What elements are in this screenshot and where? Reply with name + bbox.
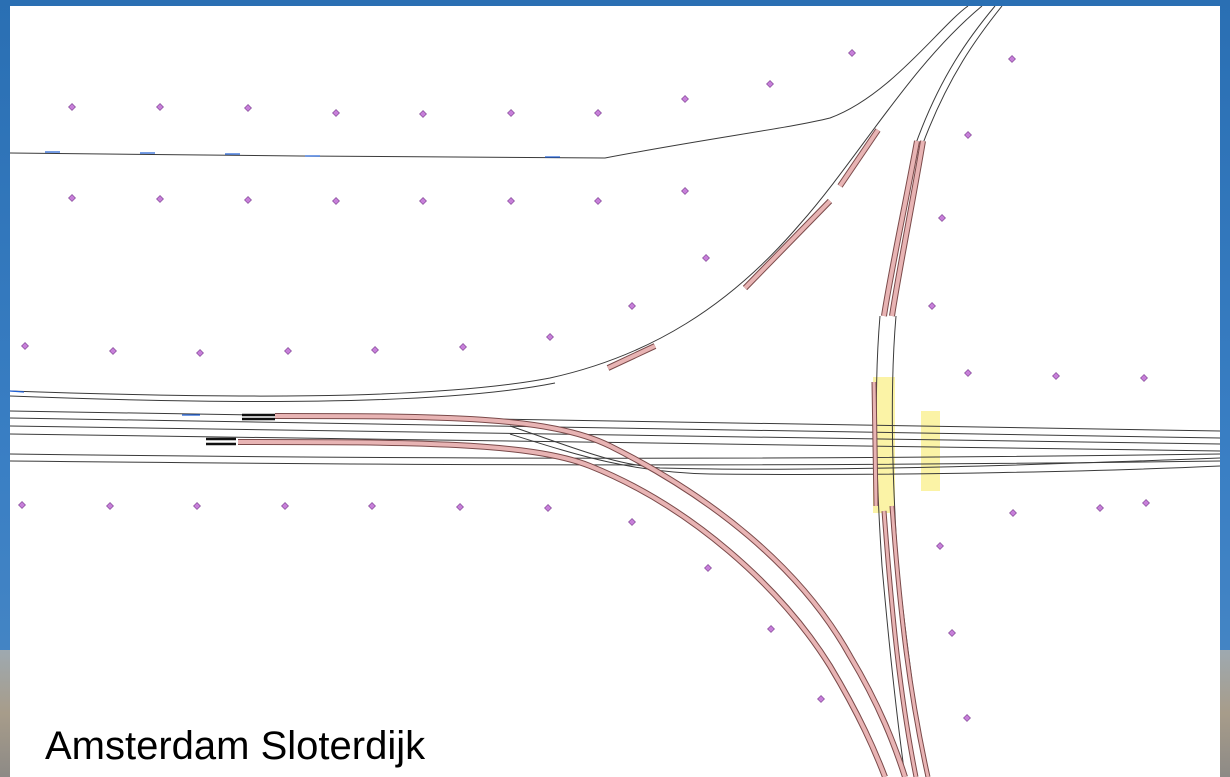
track-ns-west <box>875 315 906 777</box>
pink-track-diag-2 <box>743 199 832 290</box>
diamond-marker-icon <box>18 501 26 509</box>
pink-track-ns-a <box>882 140 919 317</box>
track-main-6 <box>10 460 1220 466</box>
diamond-marker-icon <box>1140 374 1148 382</box>
diamond-marker-icon <box>704 564 712 572</box>
pink-track-ns-lower-c <box>882 510 918 777</box>
diamond-marker-icon <box>1096 504 1104 512</box>
diamond-marker-icon <box>681 95 689 103</box>
pink-track-ns-lower-a <box>872 381 878 507</box>
diamond-marker-icon <box>1009 509 1017 517</box>
diamond-marker-icon <box>368 502 376 510</box>
diamond-marker-icon <box>196 349 204 357</box>
pink-track-diag-1 <box>838 128 880 188</box>
diamond-marker-icon <box>156 195 164 203</box>
diamond-marker-icon <box>456 503 464 511</box>
diamond-marker-icon <box>332 197 340 205</box>
diamond-marker-icon <box>766 80 774 88</box>
diamond-marker-icon <box>767 625 775 633</box>
diamond-marker-icon <box>419 110 427 118</box>
diamond-marker-icon <box>507 197 515 205</box>
track-main-5 <box>10 453 1220 459</box>
diamond-marker-icon <box>332 109 340 117</box>
blue-marker-6 <box>10 390 25 393</box>
pink-track-ns-b <box>890 140 925 317</box>
diamond-marker-icon <box>681 187 689 195</box>
diamond-marker-icon <box>546 333 554 341</box>
track-curve-north <box>10 6 983 397</box>
diamond-marker-icon <box>109 347 117 355</box>
diamond-marker-icon <box>964 131 972 139</box>
track-north-branch <box>914 6 996 147</box>
diamond-marker-icon <box>938 214 946 222</box>
marker-group <box>18 49 1150 722</box>
diamond-marker-icon <box>817 695 825 703</box>
diamond-marker-icon <box>507 109 515 117</box>
diamond-marker-icon <box>936 542 944 550</box>
track-upper <box>10 6 969 159</box>
diamond-marker-icon <box>1008 55 1016 63</box>
diamond-marker-icon <box>371 346 379 354</box>
diamond-marker-icon <box>419 197 427 205</box>
diamond-marker-icon <box>1052 372 1060 380</box>
track-north-branch-2 <box>921 6 1003 147</box>
track-layout-svg <box>10 6 1220 777</box>
diamond-marker-icon <box>594 109 602 117</box>
diamond-marker-icon <box>281 502 289 510</box>
diamond-marker-icon <box>21 342 29 350</box>
pink-track-ns-lower-b <box>890 505 930 777</box>
station-caption: Amsterdam Sloterdijk <box>45 724 426 768</box>
diamond-marker-icon <box>68 103 76 111</box>
track-layout-diagram: Amsterdam Sloterdijk <box>10 6 1220 777</box>
diamond-marker-icon <box>1142 499 1150 507</box>
pink-track-curve-b <box>237 440 887 777</box>
diamond-marker-icon <box>628 518 636 526</box>
diamond-marker-icon <box>948 629 956 637</box>
track-main-8 <box>509 433 1220 475</box>
diamond-marker-icon <box>848 49 856 57</box>
diamond-marker-icon <box>594 197 602 205</box>
pink-track-curve-a <box>274 414 907 777</box>
diamond-marker-icon <box>928 302 936 310</box>
diamond-marker-icon <box>459 343 467 351</box>
diamond-marker-icon <box>284 347 292 355</box>
diamond-marker-icon <box>244 196 252 204</box>
diamond-marker-icon <box>628 302 636 310</box>
diamond-marker-icon <box>156 103 164 111</box>
diamond-marker-icon <box>964 369 972 377</box>
platform-zone-west <box>873 377 895 513</box>
diamond-marker-icon <box>702 254 710 262</box>
diamond-marker-icon <box>544 504 552 512</box>
diamond-marker-icon <box>193 502 201 510</box>
track-main-7 <box>509 425 1220 470</box>
diamond-marker-icon <box>963 714 971 722</box>
pink-track-diag-3 <box>607 344 656 370</box>
diamond-marker-icon <box>68 194 76 202</box>
track-curve-north-2 <box>10 382 556 403</box>
diamond-marker-icon <box>106 502 114 510</box>
diamond-marker-icon <box>244 104 252 112</box>
platform-zone-east <box>921 411 940 491</box>
